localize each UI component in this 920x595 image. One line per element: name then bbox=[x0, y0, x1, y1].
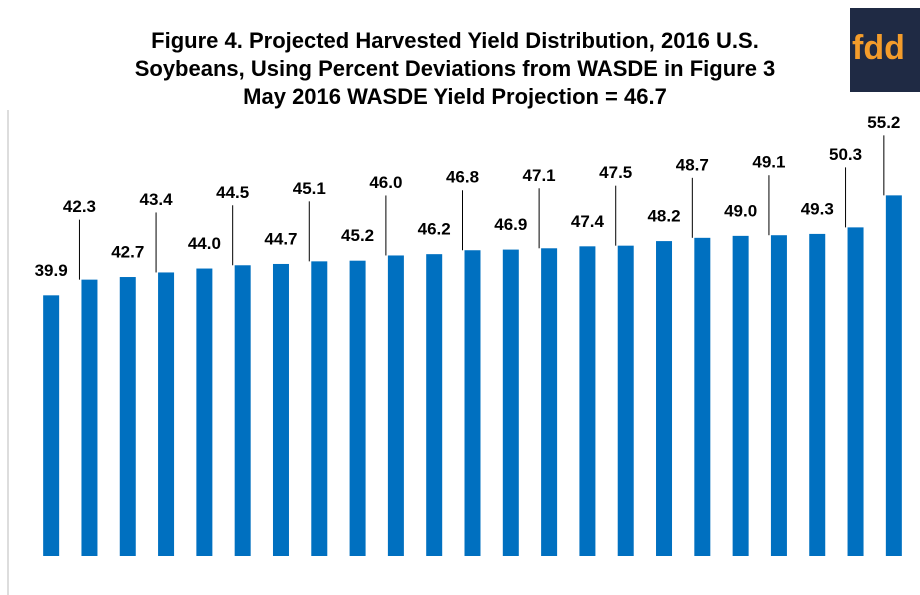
bar bbox=[81, 279, 98, 556]
bar bbox=[119, 277, 136, 556]
bar bbox=[234, 265, 251, 556]
data-label: 47.5 bbox=[599, 163, 632, 182]
data-label: 50.3 bbox=[829, 145, 862, 164]
data-label: 44.5 bbox=[216, 183, 249, 202]
bar bbox=[311, 261, 328, 556]
bar bbox=[43, 295, 60, 556]
bar bbox=[387, 255, 404, 556]
bar bbox=[732, 235, 749, 556]
bar bbox=[770, 235, 787, 557]
data-label: 47.1 bbox=[523, 166, 556, 185]
bar bbox=[694, 237, 711, 556]
data-label: 45.2 bbox=[341, 226, 374, 245]
data-label: 45.1 bbox=[293, 179, 326, 198]
data-label: 46.9 bbox=[494, 215, 527, 234]
data-label: 47.4 bbox=[571, 212, 605, 231]
data-label: 49.0 bbox=[724, 201, 757, 220]
bar bbox=[464, 250, 481, 557]
chart-title: Figure 4. Projected Harvested Yield Dist… bbox=[151, 28, 759, 53]
data-label: 46.2 bbox=[418, 220, 451, 239]
chart-title: Soybeans, Using Percent Deviations from … bbox=[135, 56, 776, 81]
data-label: 49.3 bbox=[801, 199, 834, 218]
data-label: 46.0 bbox=[369, 173, 402, 192]
logo-box bbox=[850, 8, 920, 92]
data-label: 55.2 bbox=[867, 113, 900, 132]
bar bbox=[426, 254, 443, 556]
bar bbox=[349, 260, 366, 556]
bar bbox=[196, 268, 213, 556]
logo: fdd bbox=[852, 29, 905, 67]
bar bbox=[579, 246, 596, 556]
bar bbox=[502, 249, 519, 556]
data-label: 44.7 bbox=[264, 229, 297, 248]
bar bbox=[617, 245, 634, 556]
bar bbox=[847, 227, 864, 556]
data-label: 39.9 bbox=[35, 261, 68, 280]
data-label: 43.4 bbox=[140, 190, 174, 209]
bar bbox=[809, 233, 826, 556]
data-label: 48.2 bbox=[647, 207, 680, 226]
data-label: 49.1 bbox=[752, 153, 785, 172]
data-label: 48.7 bbox=[676, 155, 709, 174]
chart-title: May 2016 WASDE Yield Projection = 46.7 bbox=[243, 84, 667, 109]
bar bbox=[272, 263, 289, 556]
bar bbox=[885, 195, 902, 557]
bar bbox=[158, 272, 175, 556]
bar bbox=[656, 241, 673, 557]
data-label: 46.8 bbox=[446, 168, 479, 187]
data-label: 44.0 bbox=[188, 234, 221, 253]
bar bbox=[541, 248, 558, 556]
data-label: 42.7 bbox=[111, 243, 144, 262]
data-label: 42.3 bbox=[63, 197, 96, 216]
